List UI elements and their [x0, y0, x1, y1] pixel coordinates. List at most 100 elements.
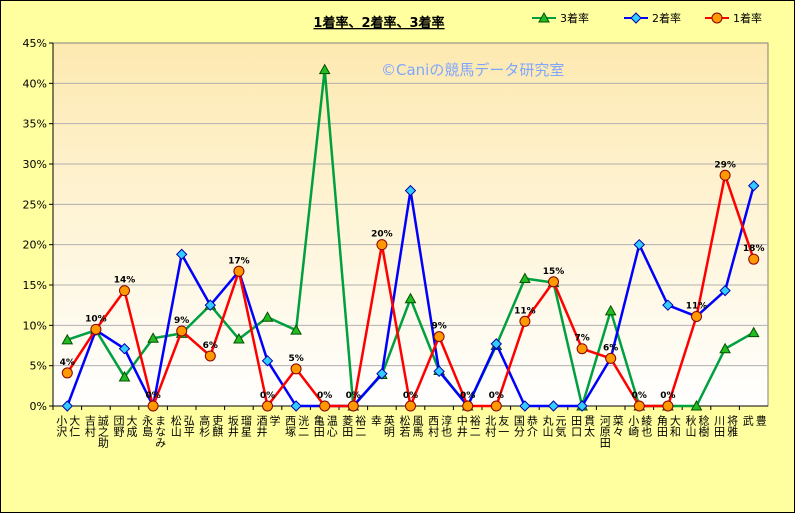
data-point-3chaku	[690, 399, 703, 411]
data-label: 9%	[431, 322, 446, 332]
x-tick-label: 風馬	[411, 415, 424, 438]
x-tick-label: 中井	[455, 415, 468, 438]
y-tick-label: 0%	[30, 400, 47, 413]
x-tick-label: 貫太	[583, 415, 596, 438]
x-tick-label: 丸山	[541, 415, 554, 437]
data-label: 11%	[686, 301, 708, 311]
x-tick-label: 大仁	[68, 414, 81, 437]
data-point-1chaku	[119, 285, 130, 297]
data-point-2chaku	[662, 299, 674, 311]
legend-label: 3着率	[560, 11, 589, 25]
legend-marker	[630, 12, 642, 24]
y-tick-label: 25%	[23, 198, 47, 211]
x-tick-label: 松山	[169, 414, 182, 437]
data-label: 20%	[371, 230, 393, 240]
data-point-3chaku	[719, 342, 731, 354]
data-point-1chaku	[147, 400, 159, 412]
data-label: 0%	[403, 391, 418, 401]
data-point-1chaku	[548, 276, 559, 288]
x-tick-label: 永島	[141, 414, 154, 438]
data-point-3chaku	[747, 326, 760, 338]
x-tick-label: 誠之助	[96, 415, 109, 449]
data-label: 0%	[145, 391, 160, 401]
legend: 3着率 2着率 1着率	[532, 11, 762, 25]
data-point-2chaku	[261, 355, 274, 367]
data-point-3chaku	[61, 333, 74, 345]
x-tick-label: 川田	[713, 415, 726, 437]
data-point-1chaku	[262, 400, 273, 412]
data-point-2chaku	[61, 400, 74, 412]
data-point-1chaku	[719, 169, 731, 181]
data-label: 0%	[460, 391, 475, 401]
data-point-2chaku	[719, 284, 731, 297]
data-label: 7%	[574, 334, 589, 344]
data-label: 5%	[288, 354, 303, 364]
data-point-1chaku	[405, 400, 416, 412]
gridlines	[53, 82, 768, 367]
x-tick-label: 酒井	[255, 415, 268, 438]
data-point-2chaku	[519, 400, 531, 412]
y-tick-label: 20%	[23, 239, 47, 252]
data-label: 15%	[543, 267, 565, 277]
x-axis: 小沢 大仁 吉村 誠之助 団野 大成 永島 まなみ 松山 弘平 高杉 吏麒 坂井 瑠星 酒井学西塚 洸二 亀田温…	[52, 405, 768, 449]
y-tick-label: 30%	[23, 158, 47, 171]
x-tick-label: 幸	[369, 415, 382, 427]
x-tick-label: 弘平	[182, 415, 195, 438]
y-tick-label: 5%	[30, 360, 47, 373]
y-axis: 0% 5% 10% 15% 20% 25% 30% 35% 40% 45%	[23, 37, 54, 413]
x-tick-label: 武	[741, 415, 754, 426]
x-tick-label: 西塚	[284, 415, 297, 437]
x-tick-label: 瑠星	[239, 415, 252, 437]
data-label: 6%	[203, 341, 218, 351]
data-point-1chaku	[748, 253, 760, 265]
x-tick-label: 北村	[484, 415, 497, 437]
x-tick-label: 角田	[655, 415, 668, 437]
data-point-2chaku	[547, 400, 560, 412]
x-tick-label: 裕二	[354, 415, 367, 437]
data-labels: 4% 10% 14% 0% 9% 6% 17% 0% 5% 0% 0% 20% 0% 9% 0% 0% 11% 1…	[60, 160, 765, 401]
x-tick-label: 将雅	[726, 415, 739, 437]
data-point-1chaku	[233, 265, 245, 277]
data-point-3chaku	[519, 272, 531, 284]
data-point-1chaku	[662, 400, 674, 412]
data-point-2chaku	[204, 299, 217, 311]
x-tick-label: 田口	[570, 415, 583, 437]
x-tick-label: 大和	[668, 414, 681, 438]
data-point-2chaku	[490, 338, 503, 350]
x-tick-label: 菱田	[341, 415, 354, 437]
x-tick-label: 国分	[512, 415, 525, 437]
data-label: 0%	[346, 391, 361, 401]
x-tick-label: 吏麒	[211, 415, 224, 438]
data-label: 0%	[260, 391, 275, 401]
data-label: 0%	[317, 391, 332, 401]
x-tick-label: まなみ	[154, 415, 167, 448]
data-point-2chaku	[404, 184, 417, 197]
data-point-1chaku	[576, 343, 588, 355]
x-tick-label: 亀田	[312, 414, 325, 437]
x-tick-label: 友一	[497, 414, 510, 437]
x-tick-label: 吉村	[83, 415, 96, 437]
data-point-2chaku	[376, 368, 388, 380]
x-tick-label: 大成	[125, 414, 138, 438]
data-point-1chaku	[462, 400, 474, 412]
x-tick-label: 高杉	[198, 414, 211, 438]
watermark: ©Caniの競馬データ研究室	[381, 61, 564, 79]
data-point-1chaku	[61, 367, 73, 379]
data-point-2chaku	[633, 238, 646, 251]
series-group	[61, 63, 760, 412]
x-tick-label: 小沢	[55, 415, 68, 438]
data-point-2chaku	[118, 343, 131, 355]
legend-label: 1着率	[733, 11, 762, 25]
x-tick-label: 温心	[325, 415, 338, 437]
x-tick-label: 洸二	[297, 414, 310, 437]
legend-label: 2着率	[652, 11, 681, 25]
data-point-2chaku	[290, 400, 302, 412]
y-tick-label: 35%	[23, 118, 47, 131]
data-point-2chaku	[175, 248, 188, 261]
data-label: 0%	[632, 391, 647, 401]
x-tick-label: 菜々	[611, 415, 624, 437]
chart-title: 1着率、2着率、3着率	[313, 15, 444, 31]
data-label: 14%	[114, 276, 136, 286]
